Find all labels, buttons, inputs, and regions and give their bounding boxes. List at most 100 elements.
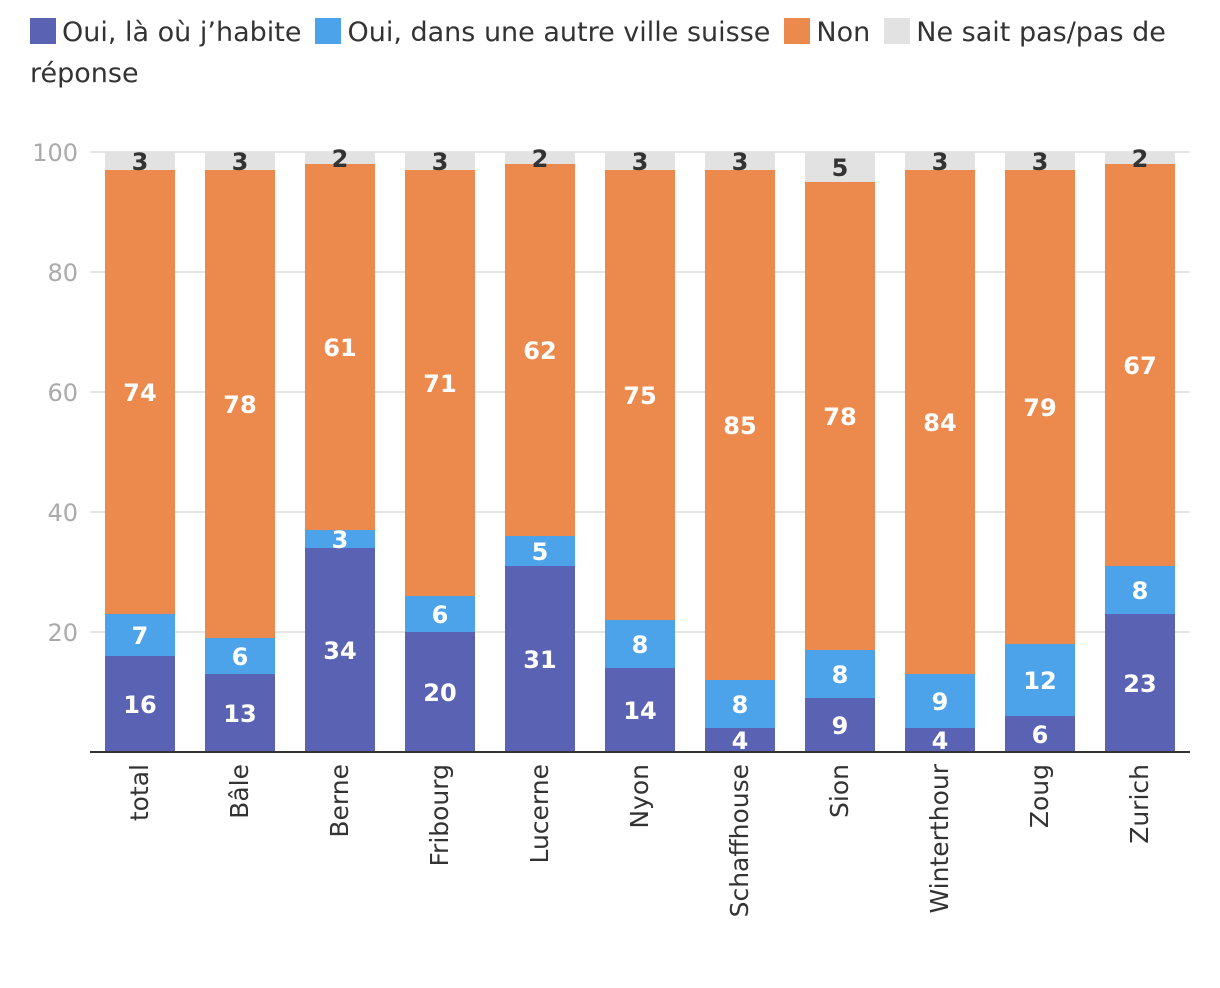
data-label: 74 <box>123 379 156 407</box>
bar-berne-non[interactable] <box>305 164 375 530</box>
data-label: 8 <box>1132 577 1149 605</box>
y-tick-label: 60 <box>47 379 78 407</box>
bar-fribourg-oui-la-ou-j-habite[interactable] <box>405 632 475 752</box>
bars <box>105 152 1175 752</box>
data-label: 5 <box>532 538 549 566</box>
y-tick-label: 80 <box>47 259 78 287</box>
legend-label: Ne sait pas/pas de réponse <box>30 17 1166 89</box>
value-labels: 1677431367833436122067133156221487534885… <box>123 145 1156 755</box>
bar-bale-ne-sait-pas-pas-de-reponse[interactable] <box>205 152 275 170</box>
bar-sion-oui-la-ou-j-habite[interactable] <box>805 698 875 752</box>
legend-swatch <box>30 18 56 44</box>
data-label: 2 <box>532 145 549 173</box>
bar-total-non[interactable] <box>105 170 175 614</box>
bar-schaffhouse-non[interactable] <box>705 170 775 680</box>
data-label: 9 <box>832 712 849 740</box>
bar-total-ne-sait-pas-pas-de-reponse[interactable] <box>105 152 175 170</box>
bar-fribourg-non[interactable] <box>405 170 475 596</box>
bar-lucerne-non[interactable] <box>505 164 575 536</box>
legend-swatch <box>784 18 811 44</box>
x-tick-label-winterthour: Winterthour <box>925 763 954 913</box>
legend-item-non[interactable]: Non <box>784 17 870 48</box>
bar-zoug-oui-la-ou-j-habite[interactable] <box>1005 716 1075 752</box>
data-label: 8 <box>632 631 649 659</box>
bar-lucerne-oui-dans-une-autre-ville-suisse[interactable] <box>505 536 575 566</box>
bar-berne-oui-dans-une-autre-ville-suisse[interactable] <box>305 530 375 548</box>
x-axis-labels: total Bâle Berne Fribourg Lucerne Nyon Schaffh… <box>125 763 1154 917</box>
data-label: 85 <box>723 412 756 440</box>
data-label: 3 <box>632 148 649 176</box>
bar-winterthour-oui-dans-une-autre-ville-suisse[interactable] <box>905 674 975 728</box>
bar-schaffhouse-oui-la-ou-j-habite[interactable] <box>705 728 775 752</box>
bar-nyon-oui-dans-une-autre-ville-suisse[interactable] <box>605 620 675 668</box>
bar-sion-oui-dans-une-autre-ville-suisse[interactable] <box>805 650 875 698</box>
bar-zoug-ne-sait-pas-pas-de-reponse[interactable] <box>1005 152 1075 170</box>
bar-fribourg-oui-dans-une-autre-ville-suisse[interactable] <box>405 596 475 632</box>
bar-nyon-non[interactable] <box>605 170 675 620</box>
bar-fribourg-ne-sait-pas-pas-de-reponse[interactable] <box>405 152 475 170</box>
bar-schaffhouse-oui-dans-une-autre-ville-suisse[interactable] <box>705 680 775 728</box>
data-label: 62 <box>523 337 556 365</box>
bar-bale-oui-la-ou-j-habite[interactable] <box>205 674 275 752</box>
x-tick-label-zurich: Zurich <box>1125 764 1154 844</box>
data-label: 14 <box>623 697 656 725</box>
data-label: 67 <box>1123 352 1156 380</box>
bar-winterthour-oui-la-ou-j-habite[interactable] <box>905 728 975 752</box>
data-label: 84 <box>923 409 956 437</box>
data-label: 2 <box>332 145 349 173</box>
x-tick-label-sion: Sion <box>825 764 854 818</box>
bar-total-oui-la-ou-j-habite[interactable] <box>105 656 175 752</box>
bar-zurich-oui-la-ou-j-habite[interactable] <box>1105 614 1175 752</box>
data-label: 6 <box>1032 721 1049 749</box>
y-tick-label: 100 <box>32 139 78 167</box>
x-tick-label-schaffhouse: Schaffhouse <box>725 764 754 917</box>
legend-item-ne-sait-pas-pas-de-reponse[interactable]: Ne sait pas/pas de réponse <box>30 17 1166 89</box>
legend-swatch <box>315 18 342 44</box>
bar-lucerne-ne-sait-pas-pas-de-reponse[interactable] <box>505 152 575 164</box>
legend-swatch <box>884 18 911 44</box>
bar-nyon-oui-la-ou-j-habite[interactable] <box>605 668 675 752</box>
data-label: 6 <box>432 601 449 629</box>
bar-berne-ne-sait-pas-pas-de-reponse[interactable] <box>305 152 375 164</box>
bar-zurich-oui-dans-une-autre-ville-suisse[interactable] <box>1105 566 1175 614</box>
data-label: 16 <box>123 691 156 719</box>
chart-legend: Oui, là où j’habite Oui, dans une autre v… <box>30 12 1200 94</box>
data-label: 6 <box>232 643 249 671</box>
data-label: 8 <box>832 661 849 689</box>
legend-label: Non <box>816 17 871 48</box>
bar-bale-oui-dans-une-autre-ville-suisse[interactable] <box>205 638 275 674</box>
data-label: 61 <box>323 334 356 362</box>
x-tick-label-total: total <box>125 764 154 821</box>
bar-zurich-ne-sait-pas-pas-de-reponse[interactable] <box>1105 152 1175 164</box>
bar-lucerne-oui-la-ou-j-habite[interactable] <box>505 566 575 752</box>
bar-zoug-non[interactable] <box>1005 170 1075 644</box>
bar-berne-oui-la-ou-j-habite[interactable] <box>305 548 375 752</box>
legend-item-oui-la-ou-j-habite[interactable]: Oui, là où j’habite <box>30 17 301 48</box>
bar-bale-non[interactable] <box>205 170 275 638</box>
bar-sion-non[interactable] <box>805 182 875 650</box>
bar-sion-ne-sait-pas-pas-de-reponse[interactable] <box>805 152 875 182</box>
data-label: 8 <box>732 691 749 719</box>
data-label: 7 <box>132 622 149 650</box>
bar-winterthour-ne-sait-pas-pas-de-reponse[interactable] <box>905 152 975 170</box>
x-tick-label-berne: Berne <box>325 764 354 838</box>
bar-total-oui-dans-une-autre-ville-suisse[interactable] <box>105 614 175 656</box>
legend-item-oui-dans-une-autre-ville-suisse[interactable]: Oui, dans une autre ville suisse <box>315 17 770 48</box>
bar-nyon-ne-sait-pas-pas-de-reponse[interactable] <box>605 152 675 170</box>
bar-zoug-oui-dans-une-autre-ville-suisse[interactable] <box>1005 644 1075 716</box>
x-tick-label-zoug: Zoug <box>1025 764 1054 828</box>
data-label: 20 <box>423 679 456 707</box>
x-tick-label-nyon: Nyon <box>625 764 654 829</box>
y-tick-label: 40 <box>47 499 78 527</box>
bar-winterthour-non[interactable] <box>905 170 975 674</box>
data-label: 34 <box>323 637 356 665</box>
bar-zurich-non[interactable] <box>1105 164 1175 566</box>
data-label: 13 <box>223 700 256 728</box>
data-label: 4 <box>932 727 949 755</box>
data-label: 3 <box>1032 148 1049 176</box>
data-label: 3 <box>732 148 749 176</box>
data-label: 78 <box>223 391 256 419</box>
data-label: 31 <box>523 646 556 674</box>
data-label: 9 <box>932 688 949 716</box>
bar-schaffhouse-ne-sait-pas-pas-de-reponse[interactable] <box>705 152 775 170</box>
